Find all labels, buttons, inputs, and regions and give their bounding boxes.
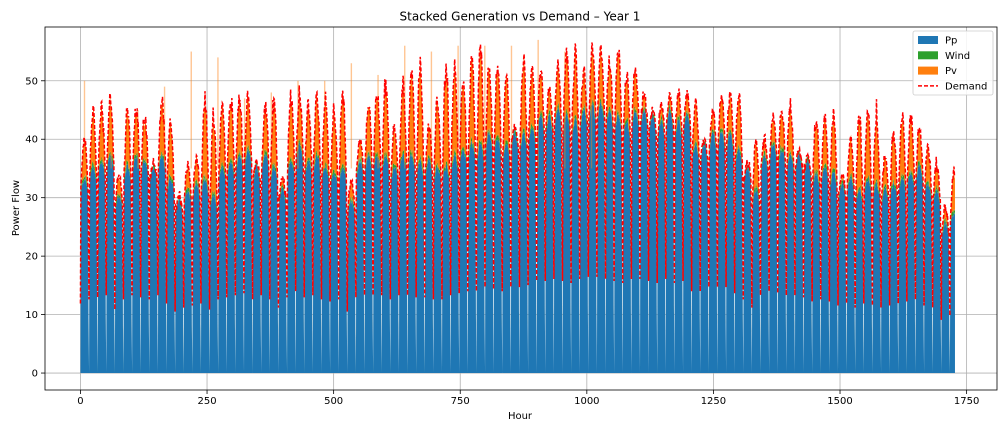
x-axis: 0 250 500 750 1000 1250 1500 1750 — [77, 390, 979, 407]
legend-swatch-pv — [918, 66, 938, 75]
y-tick-label: 10 — [25, 310, 38, 321]
x-axis-label: Hour — [508, 411, 533, 422]
legend-label-pp: Pp — [945, 36, 957, 47]
x-tick-label: 500 — [324, 396, 343, 407]
x-tick-label: 250 — [197, 396, 216, 407]
x-tick-label: 1000 — [574, 396, 599, 407]
legend-box — [912, 30, 994, 96]
y-tick-label: 40 — [25, 135, 38, 146]
legend-swatch-pp — [918, 36, 938, 44]
y-axis-label: Power Flow — [11, 180, 22, 236]
demand-line — [79, 42, 956, 320]
x-tick-label: 1500 — [827, 396, 852, 407]
pv-area — [80, 45, 955, 372]
y-axis: 0 10 20 30 40 50 — [25, 76, 45, 380]
x-tick-label: 1750 — [954, 396, 979, 407]
x-tick-label: 750 — [451, 396, 470, 407]
plot-series — [79, 39, 956, 374]
x-tick-label: 0 — [77, 396, 83, 407]
y-tick-label: 0 — [32, 369, 38, 380]
legend-label-wind: Wind — [945, 51, 970, 62]
y-tick-label: 20 — [25, 252, 38, 263]
chart-title: Stacked Generation vs Demand – Year 1 — [400, 10, 641, 24]
pp-area — [80, 101, 955, 374]
axes-frame — [44, 26, 998, 391]
legend-label-demand: Demand — [945, 81, 987, 92]
legend-swatch-wind — [918, 51, 938, 60]
legend: Pp Wind Pv Demand — [912, 30, 994, 96]
y-tick-label: 30 — [25, 193, 38, 204]
axes-border — [44, 26, 998, 391]
legend-label-pv: Pv — [945, 66, 957, 77]
y-tick-label: 50 — [25, 76, 38, 87]
x-tick-label: 1250 — [701, 396, 726, 407]
